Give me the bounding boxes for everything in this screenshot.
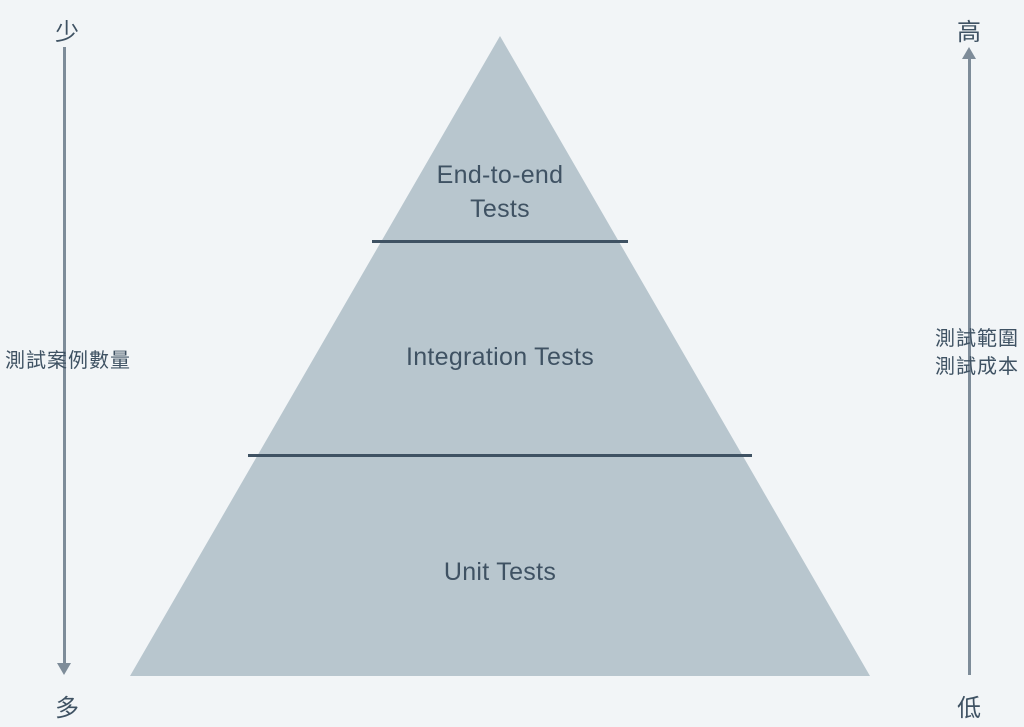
tier-integration-line1: Integration Tests [406, 343, 594, 371]
left-axis-top-label: 少 [55, 12, 79, 47]
pyramid: End-to-end Tests Integration Tests Unit … [130, 36, 870, 676]
right-axis-mid-label: 測試範圍 測試成本 [935, 325, 1019, 381]
pyramid-divider-1 [372, 240, 628, 243]
tier-end-to-end-line1: End-to-end [437, 161, 564, 189]
tier-label-integration: Integration Tests [130, 341, 870, 375]
right-axis-mid-label-line1: 測試範圍 [935, 328, 1019, 350]
tier-label-unit: Unit Tests [130, 556, 870, 590]
tier-unit-line1: Unit Tests [444, 558, 556, 586]
right-axis-mid-label-line2: 測試成本 [935, 356, 1019, 378]
tier-label-end-to-end: End-to-end Tests [130, 159, 870, 227]
test-pyramid-diagram: 少 測試案例數量 多 高 測試範圍 測試成本 低 End-to-end Test… [0, 0, 1024, 727]
left-axis-bottom-label: 多 [55, 688, 79, 723]
right-axis-top-label: 高 [957, 12, 981, 47]
pyramid-divider-2 [248, 454, 752, 457]
left-axis-mid-label: 測試案例數量 [5, 344, 131, 373]
right-axis-bottom-label: 低 [957, 688, 981, 723]
tier-end-to-end-line2: Tests [470, 195, 530, 223]
